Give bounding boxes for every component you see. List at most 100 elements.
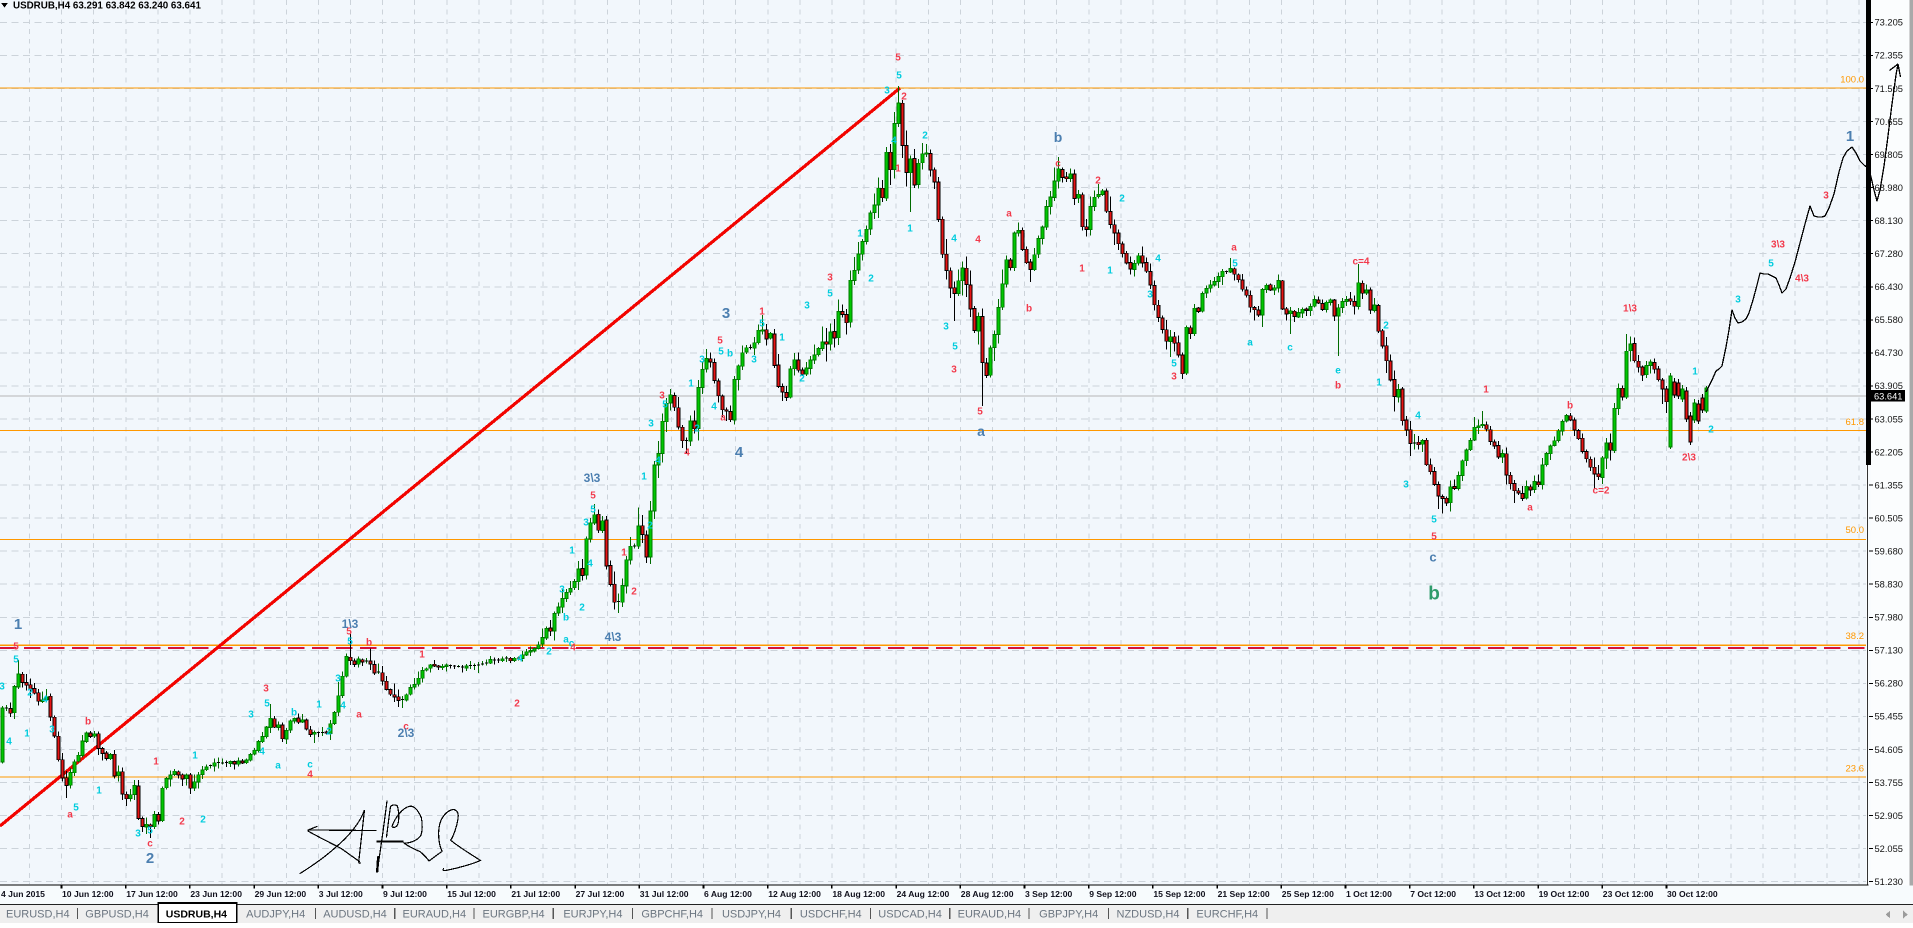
svg-text:1: 1 bbox=[895, 164, 901, 175]
svg-text:9 Sep 12:00: 9 Sep 12:00 bbox=[1089, 889, 1137, 899]
svg-text:1: 1 bbox=[688, 379, 694, 390]
svg-text:3: 3 bbox=[884, 86, 890, 97]
svg-text:3: 3 bbox=[648, 419, 654, 430]
svg-text:EURUSD,H4: EURUSD,H4 bbox=[6, 909, 70, 921]
svg-text:63.055: 63.055 bbox=[1875, 414, 1903, 424]
svg-text:38.2: 38.2 bbox=[1846, 631, 1865, 642]
svg-text:a: a bbox=[275, 761, 281, 772]
svg-text:USDCAD,H4: USDCAD,H4 bbox=[878, 909, 942, 921]
svg-text:EURAUD,H4: EURAUD,H4 bbox=[958, 909, 1022, 921]
svg-text:19 Oct 12:00: 19 Oct 12:00 bbox=[1539, 889, 1590, 899]
svg-text:62.205: 62.205 bbox=[1875, 447, 1903, 457]
svg-text:a: a bbox=[1231, 243, 1237, 254]
svg-text:c: c bbox=[147, 839, 153, 850]
svg-text:68.130: 68.130 bbox=[1875, 216, 1903, 226]
svg-text:52.055: 52.055 bbox=[1875, 844, 1903, 854]
svg-text:4: 4 bbox=[517, 654, 523, 665]
svg-text:2: 2 bbox=[1119, 194, 1125, 205]
svg-text:3 Sep 12:00: 3 Sep 12:00 bbox=[1025, 889, 1073, 899]
svg-text:USDJPY,H4: USDJPY,H4 bbox=[722, 909, 781, 921]
svg-text:10 Jun 12:00: 10 Jun 12:00 bbox=[62, 889, 114, 899]
svg-text:69.805: 69.805 bbox=[1875, 150, 1903, 160]
svg-text:1: 1 bbox=[14, 616, 22, 633]
svg-text:3: 3 bbox=[699, 355, 705, 366]
svg-text:1\3: 1\3 bbox=[1623, 304, 1637, 315]
svg-text:3: 3 bbox=[1823, 191, 1829, 202]
svg-text:5: 5 bbox=[13, 655, 19, 666]
svg-text:18 Aug 12:00: 18 Aug 12:00 bbox=[832, 889, 885, 899]
svg-text:5: 5 bbox=[717, 336, 723, 347]
svg-text:2: 2 bbox=[901, 92, 907, 103]
svg-text:5: 5 bbox=[13, 642, 19, 653]
svg-text:NZDUSD,H4: NZDUSD,H4 bbox=[1117, 909, 1180, 921]
svg-text:27 Jul 12:00: 27 Jul 12:00 bbox=[576, 889, 625, 899]
svg-text:2: 2 bbox=[514, 699, 520, 710]
svg-text:5: 5 bbox=[1431, 532, 1437, 543]
svg-text:52.905: 52.905 bbox=[1875, 811, 1903, 821]
svg-text:3: 3 bbox=[827, 273, 833, 284]
svg-text:a: a bbox=[1006, 209, 1012, 220]
svg-text:AUDUSD,H4: AUDUSD,H4 bbox=[323, 909, 387, 921]
svg-text:EURGBP,H4: EURGBP,H4 bbox=[483, 909, 545, 921]
svg-text:3: 3 bbox=[559, 585, 565, 596]
svg-text:4: 4 bbox=[684, 448, 690, 459]
svg-text:3: 3 bbox=[263, 684, 269, 695]
svg-text:EURAUD,H4: EURAUD,H4 bbox=[403, 909, 467, 921]
svg-text:1: 1 bbox=[419, 650, 425, 661]
svg-text:e: e bbox=[1335, 366, 1341, 377]
svg-text:21 Sep 12:00: 21 Sep 12:00 bbox=[1218, 889, 1270, 899]
svg-text:6 Aug 12:00: 6 Aug 12:00 bbox=[704, 889, 752, 899]
svg-text:59.680: 59.680 bbox=[1875, 547, 1903, 557]
svg-text:68.980: 68.980 bbox=[1875, 183, 1903, 193]
svg-text:1: 1 bbox=[641, 472, 647, 483]
svg-text:67.280: 67.280 bbox=[1875, 249, 1903, 259]
svg-text:a: a bbox=[356, 710, 362, 721]
svg-text:5: 5 bbox=[1232, 259, 1238, 270]
svg-text:53.755: 53.755 bbox=[1875, 778, 1903, 788]
svg-text:2: 2 bbox=[579, 603, 585, 614]
svg-text:2: 2 bbox=[546, 647, 552, 658]
svg-text:c=4: c=4 bbox=[1353, 257, 1370, 268]
svg-text:3: 3 bbox=[804, 301, 810, 312]
svg-text:1: 1 bbox=[96, 786, 102, 797]
svg-text:63.641: 63.641 bbox=[1874, 392, 1902, 402]
svg-text:2: 2 bbox=[1383, 321, 1389, 332]
svg-text:30 Oct 12:00: 30 Oct 12:00 bbox=[1667, 889, 1718, 899]
svg-text:1\3: 1\3 bbox=[342, 617, 359, 631]
svg-text:100.0: 100.0 bbox=[1840, 75, 1864, 86]
svg-text:EURCHF,H4: EURCHF,H4 bbox=[1196, 909, 1258, 921]
svg-text:c: c bbox=[1429, 550, 1436, 565]
svg-text:4: 4 bbox=[655, 456, 661, 467]
svg-text:4: 4 bbox=[6, 737, 12, 748]
svg-text:23 Oct 12:00: 23 Oct 12:00 bbox=[1603, 889, 1654, 899]
svg-text:2: 2 bbox=[326, 727, 332, 738]
svg-text:1: 1 bbox=[1846, 128, 1854, 145]
svg-text:31 Jul 12:00: 31 Jul 12:00 bbox=[640, 889, 689, 899]
svg-text:5: 5 bbox=[73, 803, 79, 814]
svg-text:4: 4 bbox=[711, 402, 717, 413]
svg-text:b: b bbox=[366, 638, 372, 649]
svg-text:13 Oct 12:00: 13 Oct 12:00 bbox=[1474, 889, 1525, 899]
svg-text:4\3: 4\3 bbox=[605, 630, 622, 644]
svg-text:1: 1 bbox=[621, 548, 627, 559]
svg-text:3: 3 bbox=[583, 518, 589, 529]
svg-text:5: 5 bbox=[1431, 515, 1437, 526]
svg-text:4: 4 bbox=[42, 695, 48, 706]
svg-text:65.580: 65.580 bbox=[1875, 315, 1903, 325]
svg-text:71.505: 71.505 bbox=[1875, 84, 1903, 94]
svg-text:3: 3 bbox=[1171, 372, 1177, 383]
svg-text:66.430: 66.430 bbox=[1875, 282, 1903, 292]
svg-text:1: 1 bbox=[153, 757, 159, 768]
svg-text:4: 4 bbox=[259, 747, 265, 758]
svg-text:5: 5 bbox=[590, 491, 596, 502]
svg-text:2: 2 bbox=[799, 374, 805, 385]
svg-text:GBPUSD,H4: GBPUSD,H4 bbox=[85, 909, 149, 921]
svg-text:a: a bbox=[977, 423, 985, 439]
svg-text:54.605: 54.605 bbox=[1875, 745, 1903, 755]
svg-text:1: 1 bbox=[1376, 378, 1382, 389]
svg-text:b: b bbox=[1567, 401, 1573, 412]
svg-text:2: 2 bbox=[694, 424, 700, 435]
svg-text:1: 1 bbox=[1107, 266, 1113, 277]
svg-text:3: 3 bbox=[1735, 295, 1741, 306]
svg-text:4: 4 bbox=[735, 444, 744, 461]
